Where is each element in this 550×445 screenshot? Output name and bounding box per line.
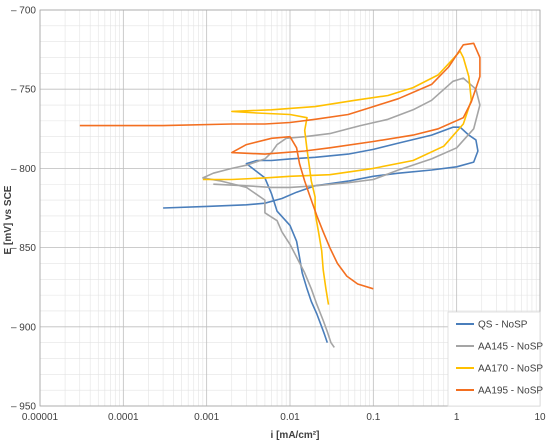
series-layer [79,42,481,348]
legend-label-aa145: AA145 - NoSP [478,342,543,353]
legend-item-qs: QS - NoSP [456,320,528,331]
y-tick-label: – 700 [11,6,36,17]
x-tick-label: 0.00001 [22,412,59,423]
x-tick-label: 0.01 [280,412,300,423]
legend: QS - NoSP AA145 - NoSP AA170 - NoSP AA19… [447,311,543,407]
legend-item-aa145: AA145 - NoSP [456,342,543,353]
legend-label-aa170: AA170 - NoSP [478,364,543,375]
x-axis-ticks: 0.00001 0.0001 0.001 0.01 0.1 1 10 [22,412,546,423]
x-tick-label: 0.001 [194,412,219,423]
legend-item-aa195: AA195 - NoSP [456,386,543,397]
series-aa195-line [79,42,481,290]
y-tick-label: – 750 [11,85,36,96]
x-tick-label: 1 [454,412,460,423]
x-axis-title: i [mA/cm²] [271,430,320,441]
legend-label-qs: QS - NoSP [478,320,528,331]
legend-item-aa170: AA170 - NoSP [456,364,543,375]
y-tick-label: – 950 [11,402,36,413]
y-tick-label: – 900 [11,322,36,333]
legend-label-aa195: AA195 - NoSP [478,386,543,397]
x-tick-label: 10 [534,412,546,423]
x-tick-label: 0.0001 [108,412,139,423]
series-aa145-line [202,77,481,348]
x-tick-label: 0.1 [366,412,380,423]
y-tick-label: – 850 [11,243,36,254]
y-axis-ticks: – 700 – 750 – 800 – 850 – 900 – 950 [11,6,36,413]
series-aa170-line [202,50,473,305]
plot-area-frame [39,9,541,407]
y-tick-label: – 800 [11,164,36,175]
y-axis-title: E [mV] vs SCE [3,185,14,254]
